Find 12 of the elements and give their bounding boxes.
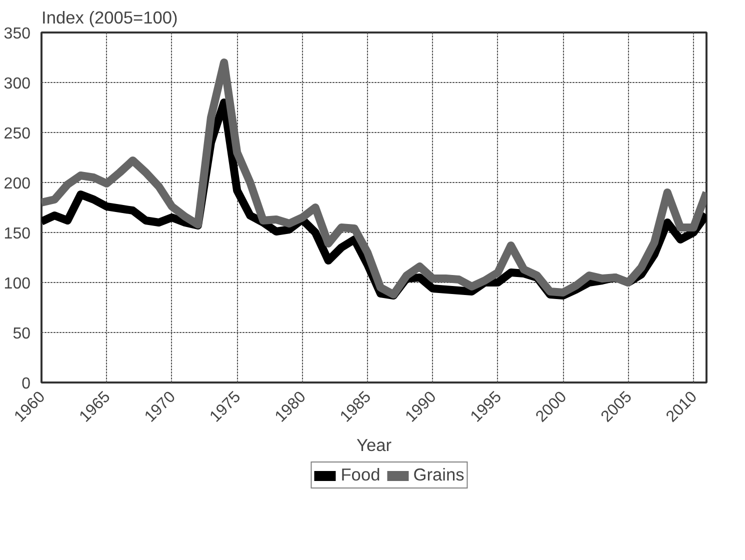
y-tick-label: 0 xyxy=(22,376,31,392)
y-tick-label: 350 xyxy=(4,26,31,42)
y-tick-label: 150 xyxy=(4,226,31,242)
y-tick-label: 200 xyxy=(4,176,31,192)
legend-label: Food xyxy=(340,464,380,486)
y-tick-label: 100 xyxy=(4,276,31,292)
y-tick-label: 250 xyxy=(4,126,31,142)
legend-label: Grains xyxy=(413,464,464,486)
y-tick-label: 50 xyxy=(12,326,31,342)
x-axis-title: Year xyxy=(356,435,392,456)
y-tick-label: 300 xyxy=(4,76,31,92)
y-axis-title: Index (2005=100) xyxy=(42,8,178,28)
